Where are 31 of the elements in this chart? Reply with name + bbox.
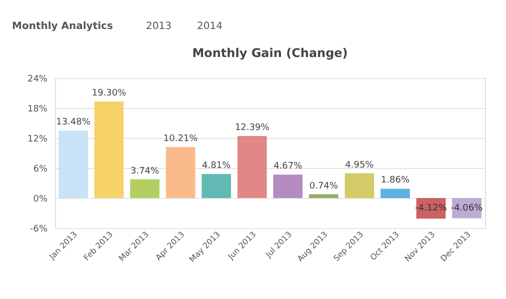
data-label: -4.06%: [450, 203, 484, 214]
bar: [308, 194, 338, 198]
y-tick-label: 24%: [27, 74, 48, 84]
bar: [273, 174, 303, 198]
data-label: 13.48%: [56, 118, 91, 128]
text: Monthly Analytics: [12, 21, 113, 32]
y-tick-label: -6%: [30, 224, 48, 234]
bar: [94, 102, 124, 198]
y-tick-label: 6%: [33, 164, 48, 174]
text: 2013: [146, 21, 172, 32]
data-label: 4.95%: [345, 160, 374, 170]
data-label: 12.39%: [234, 123, 270, 134]
data-label: 4.81%: [202, 160, 232, 171]
y-tick-label: 0%: [33, 194, 48, 204]
bar: [380, 188, 410, 198]
bar: [58, 130, 88, 198]
y-tick-label: 18%: [27, 104, 48, 114]
data-label: 19.30%: [92, 88, 127, 98]
bar: [130, 179, 160, 198]
data-label: 0.74%: [309, 181, 338, 192]
text: 2014: [197, 21, 222, 32]
bar: [166, 146, 196, 198]
y-tick-label: 12%: [27, 134, 48, 144]
bar: [237, 136, 267, 198]
data-label: 10.21%: [163, 134, 198, 144]
data-label: 1.86%: [380, 176, 410, 186]
chart-title: Monthly Gain (Change): [192, 46, 348, 60]
bar: [202, 174, 232, 198]
bar: [344, 173, 374, 198]
data-label: 4.67%: [274, 162, 303, 172]
data-label: 3.74%: [130, 166, 160, 176]
